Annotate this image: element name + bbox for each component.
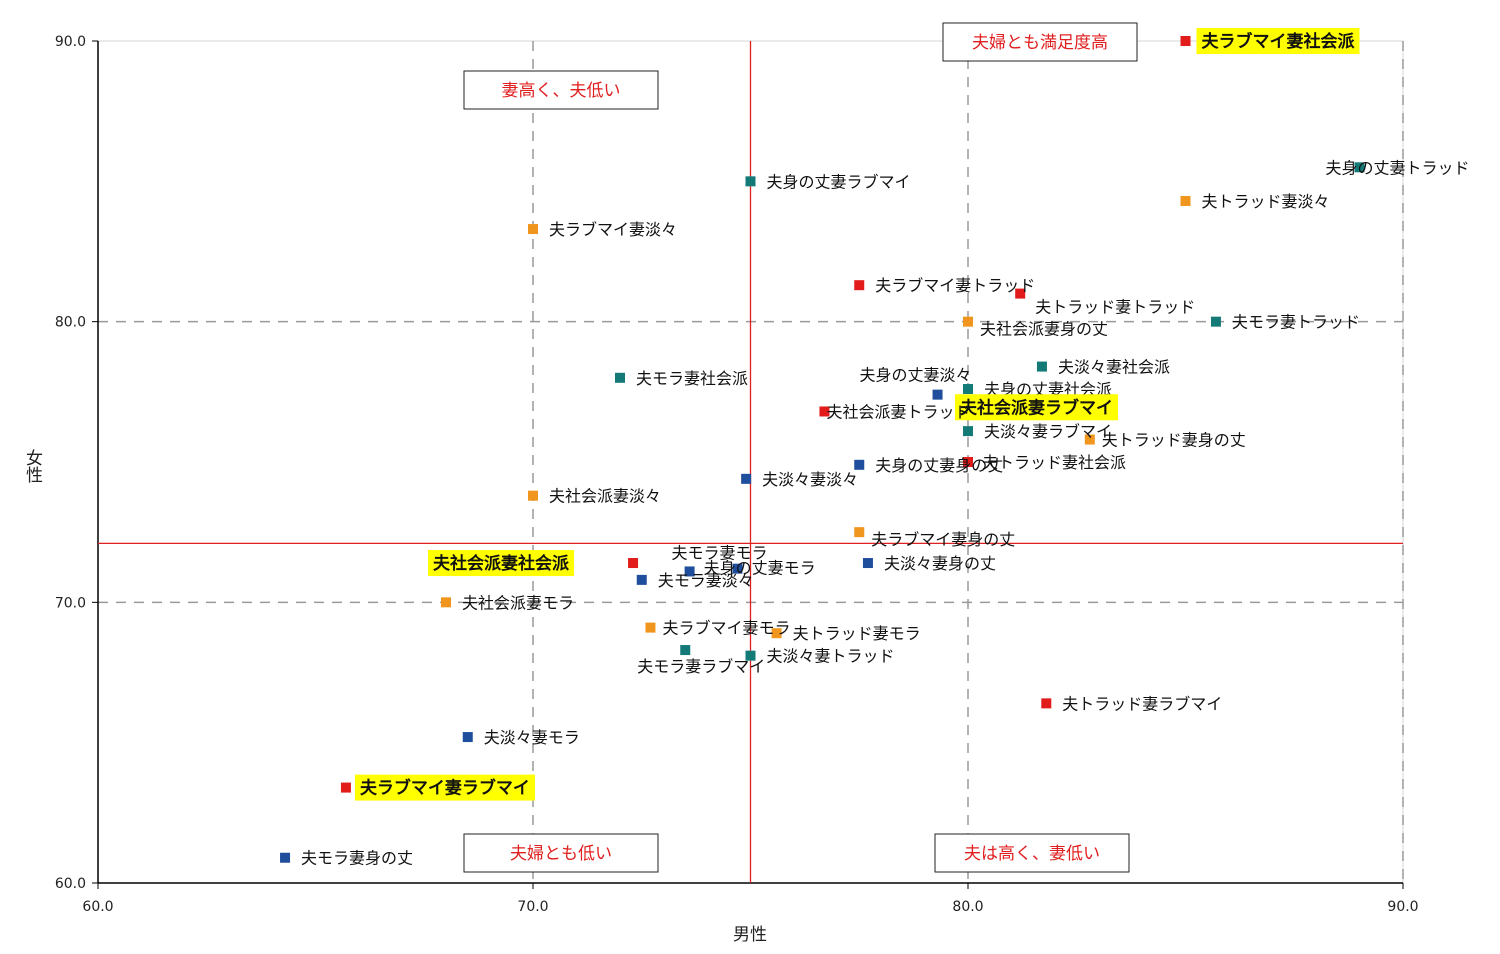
scatter-point [528, 490, 538, 501]
scatter-point [462, 732, 473, 743]
x-tick-label: 60.0 [82, 899, 113, 915]
data-points [280, 36, 1365, 863]
scatter-point [745, 176, 756, 187]
scatter-point [932, 389, 943, 400]
point-label: 夫トラッド妻ラブマイ [1062, 694, 1222, 713]
quadrant-label-box [942, 22, 1138, 62]
label-highlight [1196, 28, 1360, 54]
scatter-point [741, 473, 752, 484]
point-label: 夫ラブマイ妻トラッド [875, 276, 1035, 295]
point-label: 夫トラッド妻社会派 [982, 453, 1126, 472]
y-tick-label: 60.0 [55, 876, 86, 892]
point-label: 夫淡々妻ラブマイ [984, 422, 1112, 441]
point-label: 夫淡々妻トラッド [767, 647, 895, 666]
x-tick-label: 70.0 [517, 899, 548, 915]
point-label: 夫ラブマイ妻社会派 [1202, 31, 1356, 52]
point-label: 夫淡々妻身の丈 [884, 554, 996, 573]
point-label: 夫モラ妻ラブマイ [637, 657, 765, 676]
axes: 60.0 70.0 80.0 90.0 60.0 70.0 80.0 90.0 [55, 34, 1419, 915]
point-label: 夫社会派妻ラブマイ [960, 397, 1113, 418]
y-tick-label: 70.0 [55, 595, 86, 611]
scatter-point [1210, 316, 1221, 327]
label-highlight [428, 550, 575, 577]
point-label: 夫淡々妻淡々 [762, 470, 858, 489]
y-tick-label: 90.0 [55, 34, 86, 50]
reference-lines [98, 41, 1403, 883]
quadrant-label: 夫婦とも満足度高 [972, 33, 1108, 53]
scatter-point [1180, 195, 1191, 206]
point-label: 夫淡々妻社会派 [1058, 358, 1170, 377]
y-axis-title: 女性 [22, 449, 43, 483]
label-highlight [354, 774, 535, 801]
y-tick-label: 80.0 [55, 315, 86, 331]
scatter-point [628, 558, 639, 569]
point-label: 夫モラ妻トラッド [1232, 313, 1360, 332]
point-label: 夫社会派妻淡々 [549, 487, 661, 506]
point-label: 夫身の丈妻淡々 [860, 366, 972, 385]
point-label: 夫社会派妻トラッド [826, 402, 970, 421]
point-label: 夫トラッド妻トラッド [1035, 298, 1195, 317]
point-label: 夫社会派妻社会派 [433, 553, 570, 574]
point-label: 夫ラブマイ妻モラ [662, 619, 790, 638]
scatter-point [645, 622, 656, 633]
scatter-point [684, 566, 695, 577]
point-label: 夫モラ妻モラ [671, 544, 767, 563]
point-label: 夫トラッド妻モラ [793, 624, 921, 643]
scatter-point [963, 457, 973, 467]
point-label: 夫淡々妻モラ [484, 728, 580, 747]
scatter-point [528, 224, 538, 235]
scatter-point [1041, 698, 1052, 709]
scatter-point [340, 782, 351, 793]
scatter-point [963, 316, 973, 327]
point-label: 夫身の丈妻トラッド [1326, 158, 1470, 177]
point-label: 夫トラッド妻身の丈 [1102, 431, 1246, 450]
point-label: 夫社会派妻モラ [462, 593, 574, 612]
scatter-point [732, 563, 743, 574]
point-label: 夫身の丈妻身の丈 [875, 456, 1003, 475]
point-label: 夫社会派妻身の丈 [980, 320, 1108, 339]
scatter-point [680, 645, 691, 656]
point-label: 夫トラッド妻淡々 [1202, 192, 1330, 211]
scatter-point [1180, 36, 1191, 46]
scatter-point [1015, 288, 1026, 299]
point-label: 夫ラブマイ妻身の丈 [871, 530, 1015, 549]
scatter-point [636, 574, 647, 585]
scatter-point [963, 384, 973, 395]
scatter-point [1084, 434, 1095, 445]
point-label: 夫身の丈妻モラ [704, 558, 816, 577]
scatter-point [771, 628, 782, 639]
scatter-point [819, 406, 830, 417]
label-highlight [955, 394, 1118, 421]
point-label: 夫ラブマイ妻ラブマイ [360, 778, 530, 799]
point-label: 夫身の丈妻ラブマイ [767, 172, 911, 191]
quadrant-label: 妻高く、夫低い [502, 81, 621, 101]
quadrant-label: 夫婦とも低い [510, 844, 612, 864]
point-label: 夫モラ妻社会派 [636, 369, 748, 388]
point-label: 夫ラブマイ妻淡々 [549, 220, 677, 239]
x-axis-title: 男性 [733, 925, 767, 945]
quadrant-label-box [463, 70, 659, 110]
scatter-point [854, 459, 865, 470]
scatter-point [1036, 361, 1047, 372]
scatter-point [1354, 162, 1365, 173]
quadrant-label: 夫は高く、妻低い [964, 844, 1100, 864]
scatter-point [963, 426, 973, 437]
x-tick-label: 80.0 [952, 899, 983, 915]
scatter-point [745, 650, 756, 661]
scatter-point [854, 280, 865, 291]
point-label: 夫モラ妻淡々 [658, 571, 754, 590]
scatter-point [441, 597, 451, 608]
scatter-point [862, 558, 873, 569]
quadrant-label-box [934, 833, 1130, 873]
scatter-point [615, 372, 625, 383]
scatter-point [854, 527, 865, 538]
scatter-point [280, 852, 291, 863]
x-tick-label: 90.0 [1387, 899, 1418, 915]
point-label: 夫モラ妻身の丈 [301, 849, 413, 868]
quadrant-label-box [463, 833, 659, 873]
